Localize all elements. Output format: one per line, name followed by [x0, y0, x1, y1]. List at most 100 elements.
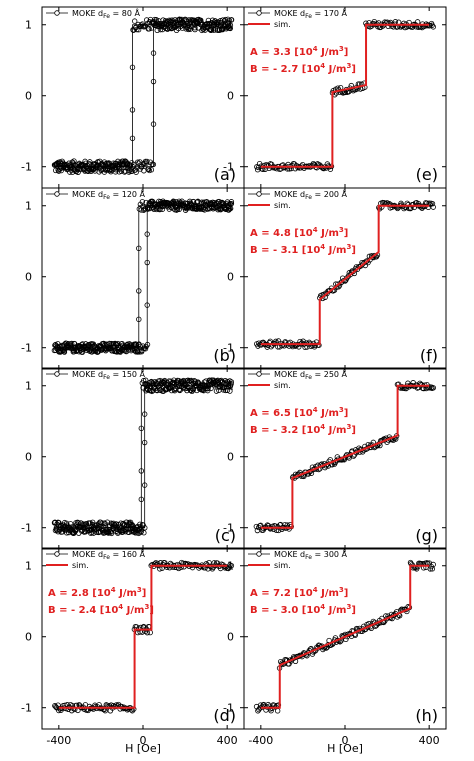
data-point: [192, 26, 198, 33]
data-point: [74, 519, 81, 525]
data-point: [144, 302, 150, 308]
y-tick-label: 1: [25, 560, 32, 573]
data-layer: [254, 18, 437, 173]
data-point: [430, 204, 436, 210]
annotation-B: B = - 2.7 [104 J/m3]: [250, 62, 356, 75]
data-point: [312, 342, 318, 349]
y-tick-label: -1: [223, 342, 234, 355]
data-point: [182, 16, 188, 22]
data-point: [137, 521, 143, 528]
data-point: [158, 203, 164, 210]
y-tick-label: -1: [21, 522, 32, 535]
sim-curve: [260, 23, 430, 168]
y-tick-label: 1: [25, 200, 32, 213]
y-tick-label: 0: [227, 90, 234, 103]
data-point: [134, 26, 140, 33]
annotation-B: B = - 3.0 [104 J/m3]: [250, 603, 356, 616]
x-tick-label: -400: [46, 734, 71, 747]
data-point: [131, 18, 138, 24]
legend-marker: [54, 551, 60, 557]
x-tick-label: 400: [217, 734, 238, 747]
data-point: [169, 25, 176, 31]
data-point: [148, 167, 155, 173]
data-point: [76, 348, 82, 355]
panel-label: (a): [214, 165, 236, 184]
data-layer: [51, 16, 235, 175]
data-point: [226, 207, 232, 213]
data-point: [255, 164, 262, 171]
data-layer: [51, 377, 235, 537]
data-point: [132, 341, 139, 348]
data-point: [94, 349, 101, 355]
data-layer: [254, 199, 436, 351]
data-point: [135, 349, 141, 355]
data-point: [138, 496, 145, 503]
data-layer: [253, 559, 436, 714]
data-point: [96, 525, 102, 532]
data-layer: [253, 380, 436, 534]
data-point: [134, 159, 141, 165]
data-point: [228, 199, 235, 205]
data-point: [150, 161, 157, 168]
data-point: [190, 387, 196, 393]
data-point: [227, 25, 233, 32]
data-point: [138, 425, 145, 432]
annotation-A: A = 6.5 [104 J/m3]: [250, 406, 348, 419]
data-point: [109, 348, 115, 354]
y-tick-label: 0: [25, 90, 32, 103]
data-layer: [52, 559, 235, 714]
data-point: [138, 528, 145, 535]
data-point: [215, 377, 221, 384]
data-point: [206, 20, 212, 27]
panel-label: (g): [415, 526, 438, 545]
legend-marker: [54, 10, 60, 16]
annotation-A: A = 4.8 [104 J/m3]: [250, 226, 348, 239]
data-point: [131, 347, 138, 354]
data-point: [105, 530, 112, 536]
x-axis-title: H [Oe]: [327, 742, 363, 755]
data-point: [93, 526, 99, 532]
data-point: [144, 231, 150, 237]
data-point: [176, 206, 182, 212]
data-point: [420, 204, 426, 210]
data-point: [101, 520, 108, 526]
data-layer: [51, 198, 235, 355]
panel-label: (e): [416, 165, 438, 184]
sim-curve: [58, 564, 228, 709]
y-tick-label: 0: [227, 271, 234, 284]
legend-marker: [256, 551, 262, 557]
data-point: [118, 168, 125, 174]
data-point: [225, 16, 231, 23]
x-tick-label: -400: [248, 734, 273, 747]
data-point: [288, 523, 294, 530]
legend-sim-label: sim.: [274, 20, 291, 29]
data-point: [147, 629, 153, 636]
legend-label: MOKE dFe = 160 Å: [72, 548, 146, 561]
hysteresis-loop: [54, 24, 232, 168]
data-point: [189, 388, 195, 395]
annotation-A: A = 7.2 [104 J/m3]: [250, 586, 348, 599]
data-point: [144, 259, 150, 266]
data-point: [68, 524, 75, 530]
data-point: [144, 158, 150, 165]
data-point: [141, 439, 148, 446]
annotation-B: B = - 3.2 [104 J/m3]: [250, 423, 356, 436]
x-tick-label: 400: [419, 734, 440, 747]
annotation-B: B = - 2.4 [104 J/m3]: [48, 603, 154, 616]
data-point: [227, 22, 234, 28]
legend-label: MOKE dFe = 200 Å: [274, 188, 348, 201]
data-point: [427, 566, 434, 572]
legend-label: MOKE dFe = 120 Å: [72, 188, 146, 201]
y-tick-label: 1: [227, 19, 234, 32]
data-point: [52, 519, 58, 526]
y-tick-label: 0: [227, 451, 234, 464]
data-point: [102, 161, 109, 167]
data-point: [192, 25, 198, 31]
data-point: [185, 26, 192, 33]
data-point: [88, 530, 94, 536]
data-point: [142, 346, 149, 352]
